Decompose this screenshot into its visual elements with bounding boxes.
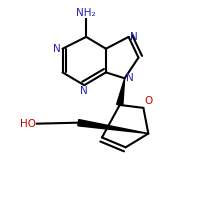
- Text: N: N: [130, 32, 138, 42]
- Polygon shape: [117, 78, 125, 106]
- Text: NH₂: NH₂: [76, 8, 96, 18]
- Text: HO: HO: [20, 119, 36, 129]
- Text: O: O: [144, 96, 153, 106]
- Text: N: N: [53, 44, 61, 54]
- Polygon shape: [78, 120, 148, 134]
- Text: N: N: [80, 86, 88, 96]
- Text: N: N: [126, 73, 134, 83]
